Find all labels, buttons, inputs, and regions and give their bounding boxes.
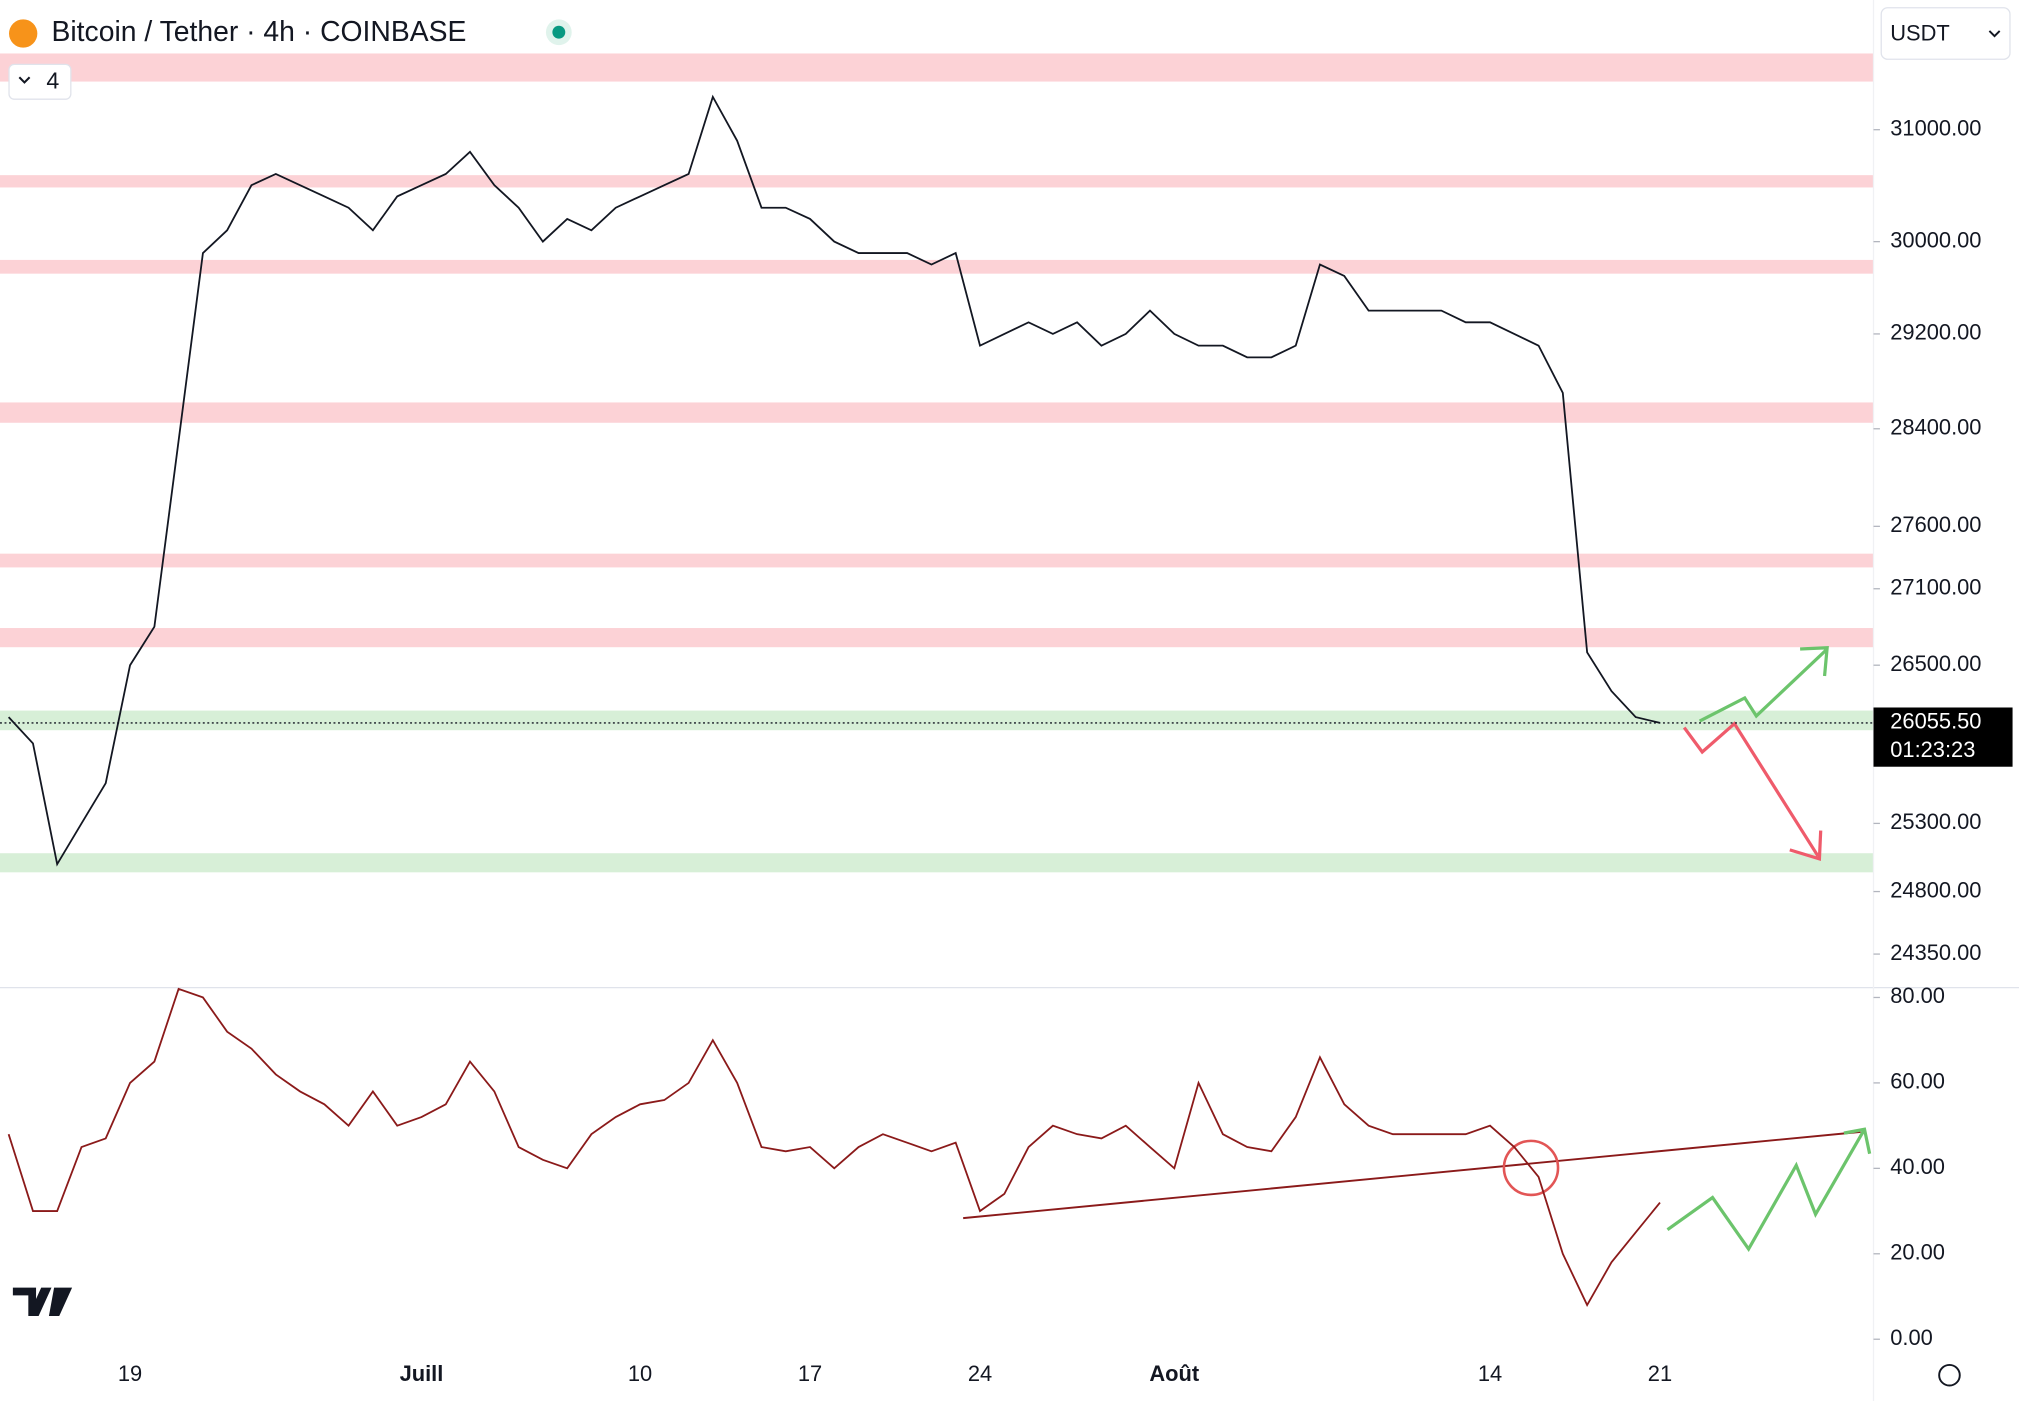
series-line (7, 987, 1661, 1307)
btc-icon (9, 19, 38, 48)
y-tick-label: 31000.00 (1890, 115, 1981, 140)
status-dot (552, 25, 566, 39)
zone (0, 175, 1874, 188)
x-tick-label: 10 (628, 1361, 652, 1386)
chart-title: Bitcoin / Tether · 4h · COINBASE (52, 16, 467, 48)
x-tick-label: 17 (798, 1361, 822, 1386)
last-price-box (1873, 707, 2013, 767)
zone (0, 259, 1874, 274)
zone (0, 553, 1874, 568)
y-tick-label: 29200.00 (1890, 320, 1981, 345)
break-circle (1502, 1139, 1560, 1197)
indicator-count: 4 (46, 68, 59, 94)
x-tick-label: Juill (400, 1361, 444, 1386)
y-tick-label: 80.00 (1890, 983, 1945, 1008)
currency-select[interactable] (1880, 7, 2011, 60)
x-tick-label: 24 (968, 1361, 992, 1386)
y-tick-label: 26500.00 (1890, 651, 1981, 676)
x-tick-label: 19 (118, 1361, 142, 1386)
last-price-label: 26055.50 (1890, 709, 1981, 734)
y-tick-label: 20.00 (1890, 1240, 1945, 1265)
y-tick-label: 27100.00 (1890, 575, 1981, 600)
tv-logo (12, 1287, 73, 1316)
indicator-toggle[interactable] (8, 63, 72, 100)
zone (0, 853, 1874, 873)
y-tick-label: 25300.00 (1890, 809, 1981, 834)
zone (0, 402, 1874, 423)
x-tick-label: 14 (1478, 1361, 1502, 1386)
y-tick-label: 24800.00 (1890, 877, 1981, 902)
rsi-arrow (1666, 1127, 1872, 1253)
rsi-trendline (963, 1130, 1861, 1220)
x-tick-label: 21 (1648, 1361, 1672, 1386)
zone (0, 628, 1874, 648)
chevron (1988, 30, 2001, 38)
zone (0, 710, 1874, 731)
up-arrow (1698, 646, 1829, 723)
x-tick-label: Août (1149, 1361, 1200, 1386)
currency: USDT (1890, 21, 1950, 46)
zone (0, 53, 1874, 82)
y-tick-label: 30000.00 (1890, 227, 1981, 252)
series-line (7, 94, 1661, 867)
down-arrow (1682, 721, 1823, 862)
settings-icon[interactable] (1938, 1363, 1961, 1387)
y-tick-label: 27600.00 (1890, 512, 1981, 537)
countdown: 01:23:23 (1890, 737, 1975, 762)
y-tick-label: 40.00 (1890, 1154, 1945, 1179)
y-tick-label: 0.00 (1890, 1325, 1933, 1350)
y-tick-label: 24350.00 (1890, 940, 1981, 965)
zones (0, 53, 1874, 873)
y-tick-label: 28400.00 (1890, 415, 1981, 440)
chevron (18, 76, 31, 84)
y-tick-label: 60.00 (1890, 1069, 1945, 1094)
